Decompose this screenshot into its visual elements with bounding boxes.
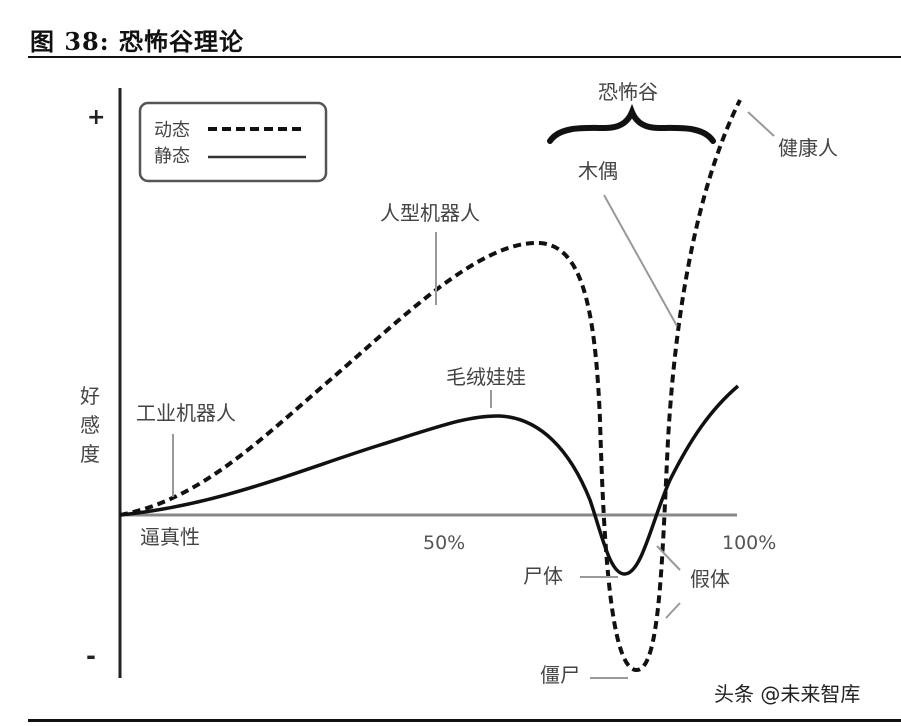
healthy-person-label: 健康人 bbox=[778, 136, 838, 160]
puppet-leader bbox=[603, 194, 678, 327]
humanoid-robot-label: 人型机器人 bbox=[380, 201, 480, 225]
y-minus-marker: - bbox=[86, 642, 96, 670]
x-tick-100: 100% bbox=[722, 532, 776, 554]
title-divider bbox=[28, 56, 901, 58]
x-tick-50: 50% bbox=[423, 532, 465, 554]
uncanny-valley-label: 恐怖谷 bbox=[598, 80, 658, 104]
y-plus-marker: + bbox=[87, 105, 105, 130]
legend: 动态 静态 bbox=[138, 101, 328, 183]
prosthetic-leader-upper bbox=[656, 545, 681, 571]
stuffed-doll-label: 毛绒娃娃 bbox=[446, 365, 526, 389]
figure-title-bar: 图 38: 恐怖谷理论 bbox=[28, 18, 901, 58]
y-label-char-2: 感 bbox=[80, 413, 100, 437]
watermark: 头条 @未来智库 bbox=[714, 682, 861, 706]
legend-box bbox=[138, 101, 328, 183]
corpse-label: 尸体 bbox=[523, 564, 563, 588]
legend-label-static: 静态 bbox=[154, 146, 190, 167]
x-axis-label: 逼真性 bbox=[140, 525, 200, 549]
static-curve bbox=[119, 384, 740, 576]
y-label-char-1: 好 bbox=[80, 384, 100, 408]
legend-label-dynamic: 动态 bbox=[154, 120, 190, 141]
uncanny-valley-brace bbox=[547, 103, 716, 144]
prosthetic-label: 假体 bbox=[690, 567, 730, 591]
figure-title: 图 38: 恐怖谷理论 bbox=[30, 27, 244, 56]
prosthetic-leader-lower bbox=[665, 602, 681, 619]
industrial-robot-label: 工业机器人 bbox=[136, 401, 236, 425]
puppet-label: 木偶 bbox=[578, 159, 618, 183]
y-label-char-3: 度 bbox=[80, 442, 100, 466]
healthy-person-leader bbox=[747, 111, 775, 137]
bottom-divider bbox=[28, 719, 901, 722]
zombie-label: 僵尸 bbox=[540, 663, 580, 687]
dynamic-curve bbox=[119, 99, 742, 672]
